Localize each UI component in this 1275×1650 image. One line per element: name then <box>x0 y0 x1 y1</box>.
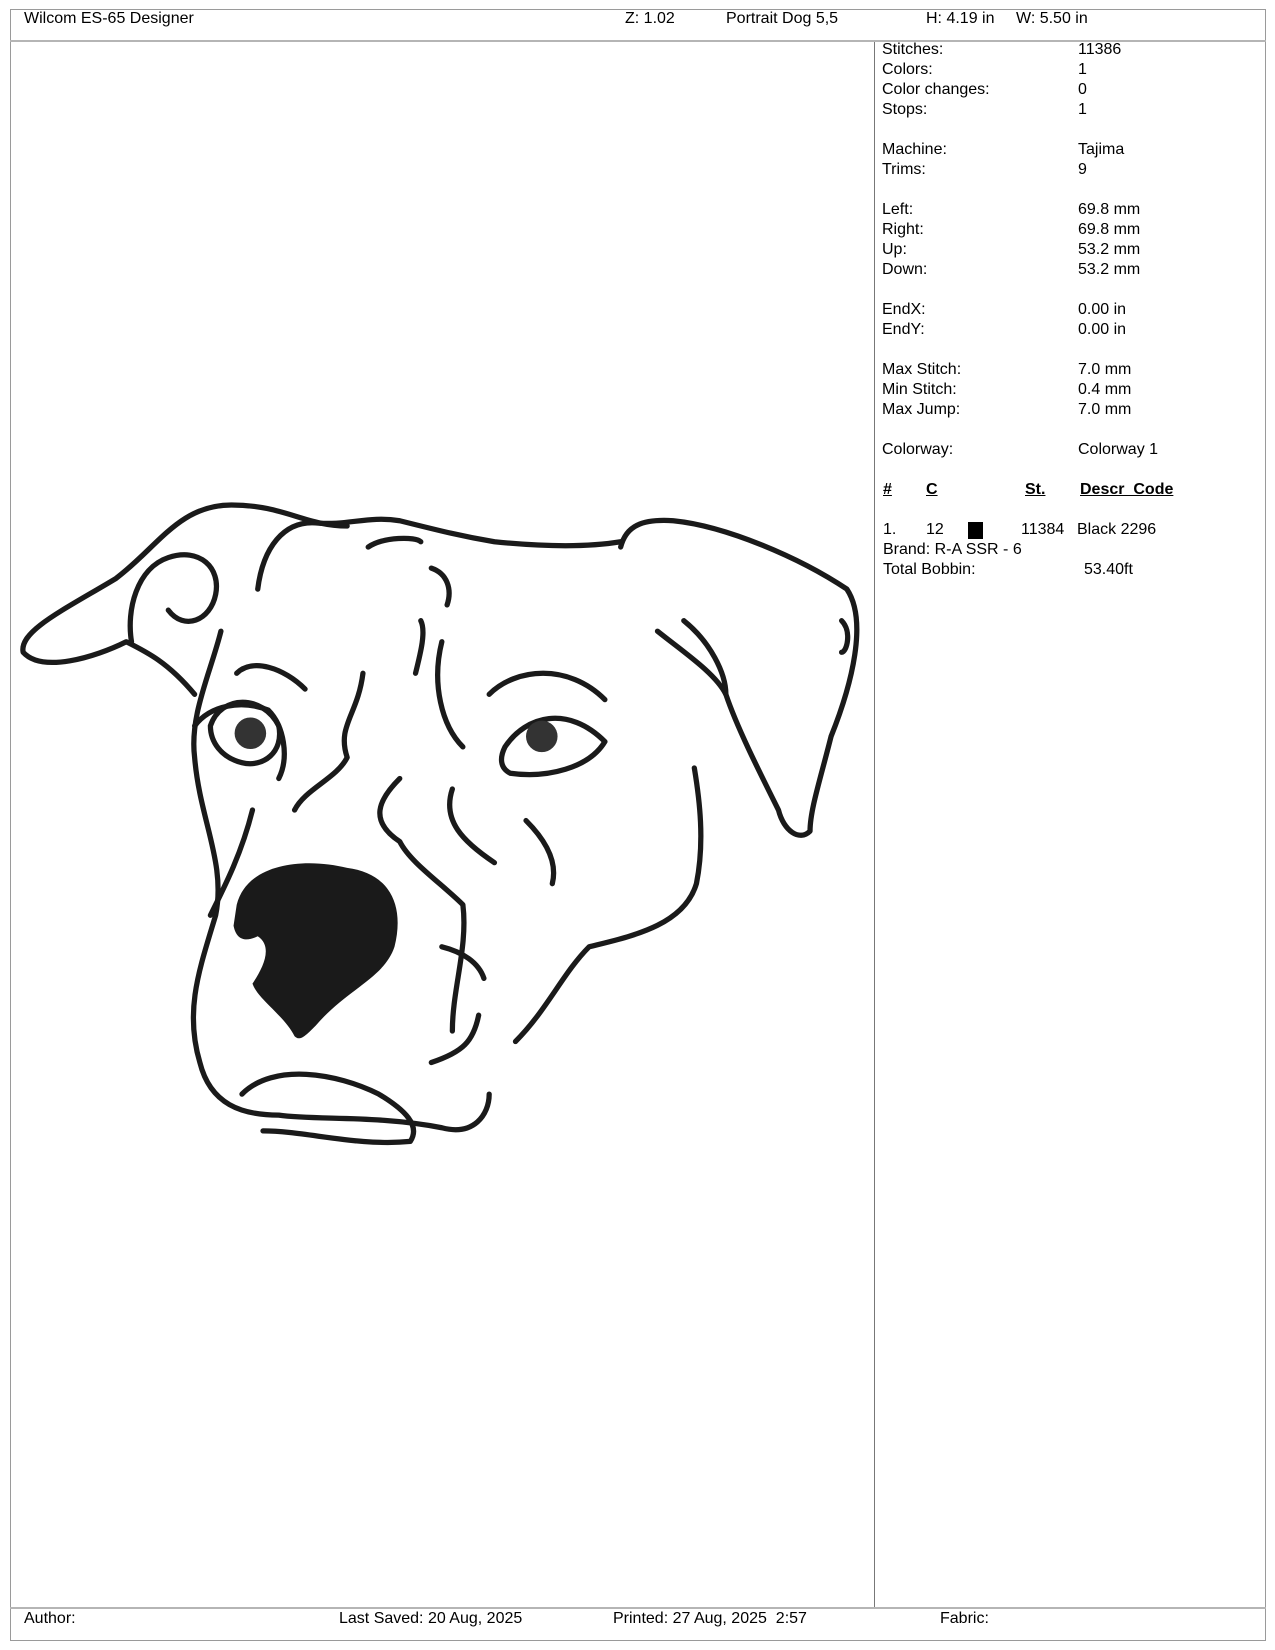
row-num: 1. <box>883 521 897 538</box>
brand: Brand: R-A SSR - 6 <box>883 541 1022 558</box>
label: Colors: <box>882 61 933 78</box>
label: Down: <box>882 261 928 278</box>
value: 0.00 in <box>1078 301 1127 318</box>
jaw <box>239 1071 417 1146</box>
footer-author: Author: <box>24 1610 76 1627</box>
info-machine: Machine: Tajima <box>882 140 1262 160</box>
info-stitches: Stitches: 11386 <box>882 40 1262 60</box>
right-brow <box>486 670 608 703</box>
value: 7.0 mm <box>1078 401 1132 418</box>
value: 69.8 mm <box>1078 221 1141 238</box>
label: Color changes: <box>882 81 990 98</box>
left-eye <box>207 699 283 767</box>
design-width: W: 5.50 in <box>1016 10 1088 27</box>
row-stitches: 11384 <box>1021 521 1065 538</box>
muzzle-line <box>377 775 467 1034</box>
footer-divider <box>10 1607 1266 1609</box>
col-header-c: C <box>926 481 938 498</box>
label: Up: <box>882 241 907 258</box>
info-endy: EndY: 0.00 in <box>882 320 1262 340</box>
value: 69.8 mm <box>1078 201 1141 218</box>
row-descr: Black 2296 <box>1077 521 1157 538</box>
label: Right: <box>882 221 924 238</box>
head-left-side <box>190 628 492 1133</box>
label: Colorway: <box>882 441 954 458</box>
info-trims: Trims: 9 <box>882 160 1262 180</box>
label: Trims: <box>882 161 926 178</box>
info-stops: Stops: 1 <box>882 100 1262 120</box>
app-title: Wilcom ES-65 Designer <box>24 10 194 27</box>
info-max-stitch: Max Stitch: 7.0 mm <box>882 360 1262 380</box>
nose <box>233 863 398 1039</box>
label: EndY: <box>882 321 925 338</box>
footer-fabric: Fabric: <box>940 1610 989 1627</box>
label: Max Jump: <box>882 401 961 418</box>
design-name: Portrait Dog 5,5 <box>726 10 839 27</box>
value: 53.2 mm <box>1078 261 1141 278</box>
info-panel-divider <box>874 42 875 1607</box>
info-down: Down: 53.2 mm <box>882 260 1262 280</box>
info-right: Right: 69.8 mm <box>882 220 1262 240</box>
info-colorway: Colorway: Colorway 1 <box>882 440 1262 460</box>
info-min-stitch: Min Stitch: 0.4 mm <box>882 380 1262 400</box>
page-frame <box>10 9 1266 1641</box>
zoom-level: Z: 1.02 <box>625 10 675 27</box>
total-bobbin-label: Total Bobbin: <box>883 561 976 578</box>
info-up: Up: 53.2 mm <box>882 240 1262 260</box>
info-endx: EndX: 0.00 in <box>882 300 1262 320</box>
header-divider <box>10 40 1266 42</box>
left-pupil <box>234 717 267 750</box>
right-eye <box>498 715 608 778</box>
value: 53.2 mm <box>1078 241 1141 258</box>
label: Stitches: <box>882 41 944 58</box>
label: Max Stitch: <box>882 361 962 378</box>
info-colors: Colors: 1 <box>882 60 1262 80</box>
info-left: Left: 69.8 mm <box>882 200 1262 220</box>
footer-printed: Printed: 27 Aug, 2025 2:57 <box>613 1610 807 1627</box>
head-right-side <box>512 765 704 1045</box>
value: 11386 <box>1078 41 1122 58</box>
head-top <box>255 516 624 592</box>
value: Colorway 1 <box>1078 441 1159 458</box>
col-header-num: # <box>883 481 892 498</box>
label: Min Stitch: <box>882 381 957 398</box>
right-ear <box>618 517 860 838</box>
value: 9 <box>1078 161 1087 178</box>
left-ear <box>20 502 350 697</box>
info-max-jump: Max Jump: 7.0 mm <box>882 400 1262 420</box>
value: 1 <box>1078 101 1087 118</box>
value: 0.00 in <box>1078 321 1127 338</box>
value: 7.0 mm <box>1078 361 1132 378</box>
label: EndX: <box>882 301 926 318</box>
col-header-st: St. <box>1025 481 1046 498</box>
value: 0 <box>1078 81 1087 98</box>
right-ear-inner <box>681 618 851 697</box>
row-c: 12 <box>926 521 944 538</box>
footer-last-saved: Last Saved: 20 Aug, 2025 <box>339 1610 523 1627</box>
face-wrinkles <box>207 535 557 1066</box>
left-ear-inner <box>127 552 220 645</box>
label: Machine: <box>882 141 947 158</box>
label: Left: <box>882 201 914 218</box>
design-height: H: 4.19 in <box>926 10 995 27</box>
value: Tajima <box>1078 141 1125 158</box>
right-pupil <box>526 720 558 753</box>
color-swatch <box>968 522 983 539</box>
design-info-panel: Stitches: 11386 Colors: 1 Color changes: 0 … <box>882 40 1262 460</box>
value: 0.4 mm <box>1078 381 1132 398</box>
total-bobbin-value: 53.40ft <box>1084 561 1133 578</box>
label: Stops: <box>882 101 928 118</box>
col-header-descr: Descr Code <box>1080 481 1174 498</box>
info-color-changes: Color changes: 0 <box>882 80 1262 100</box>
value: 1 <box>1078 61 1087 78</box>
